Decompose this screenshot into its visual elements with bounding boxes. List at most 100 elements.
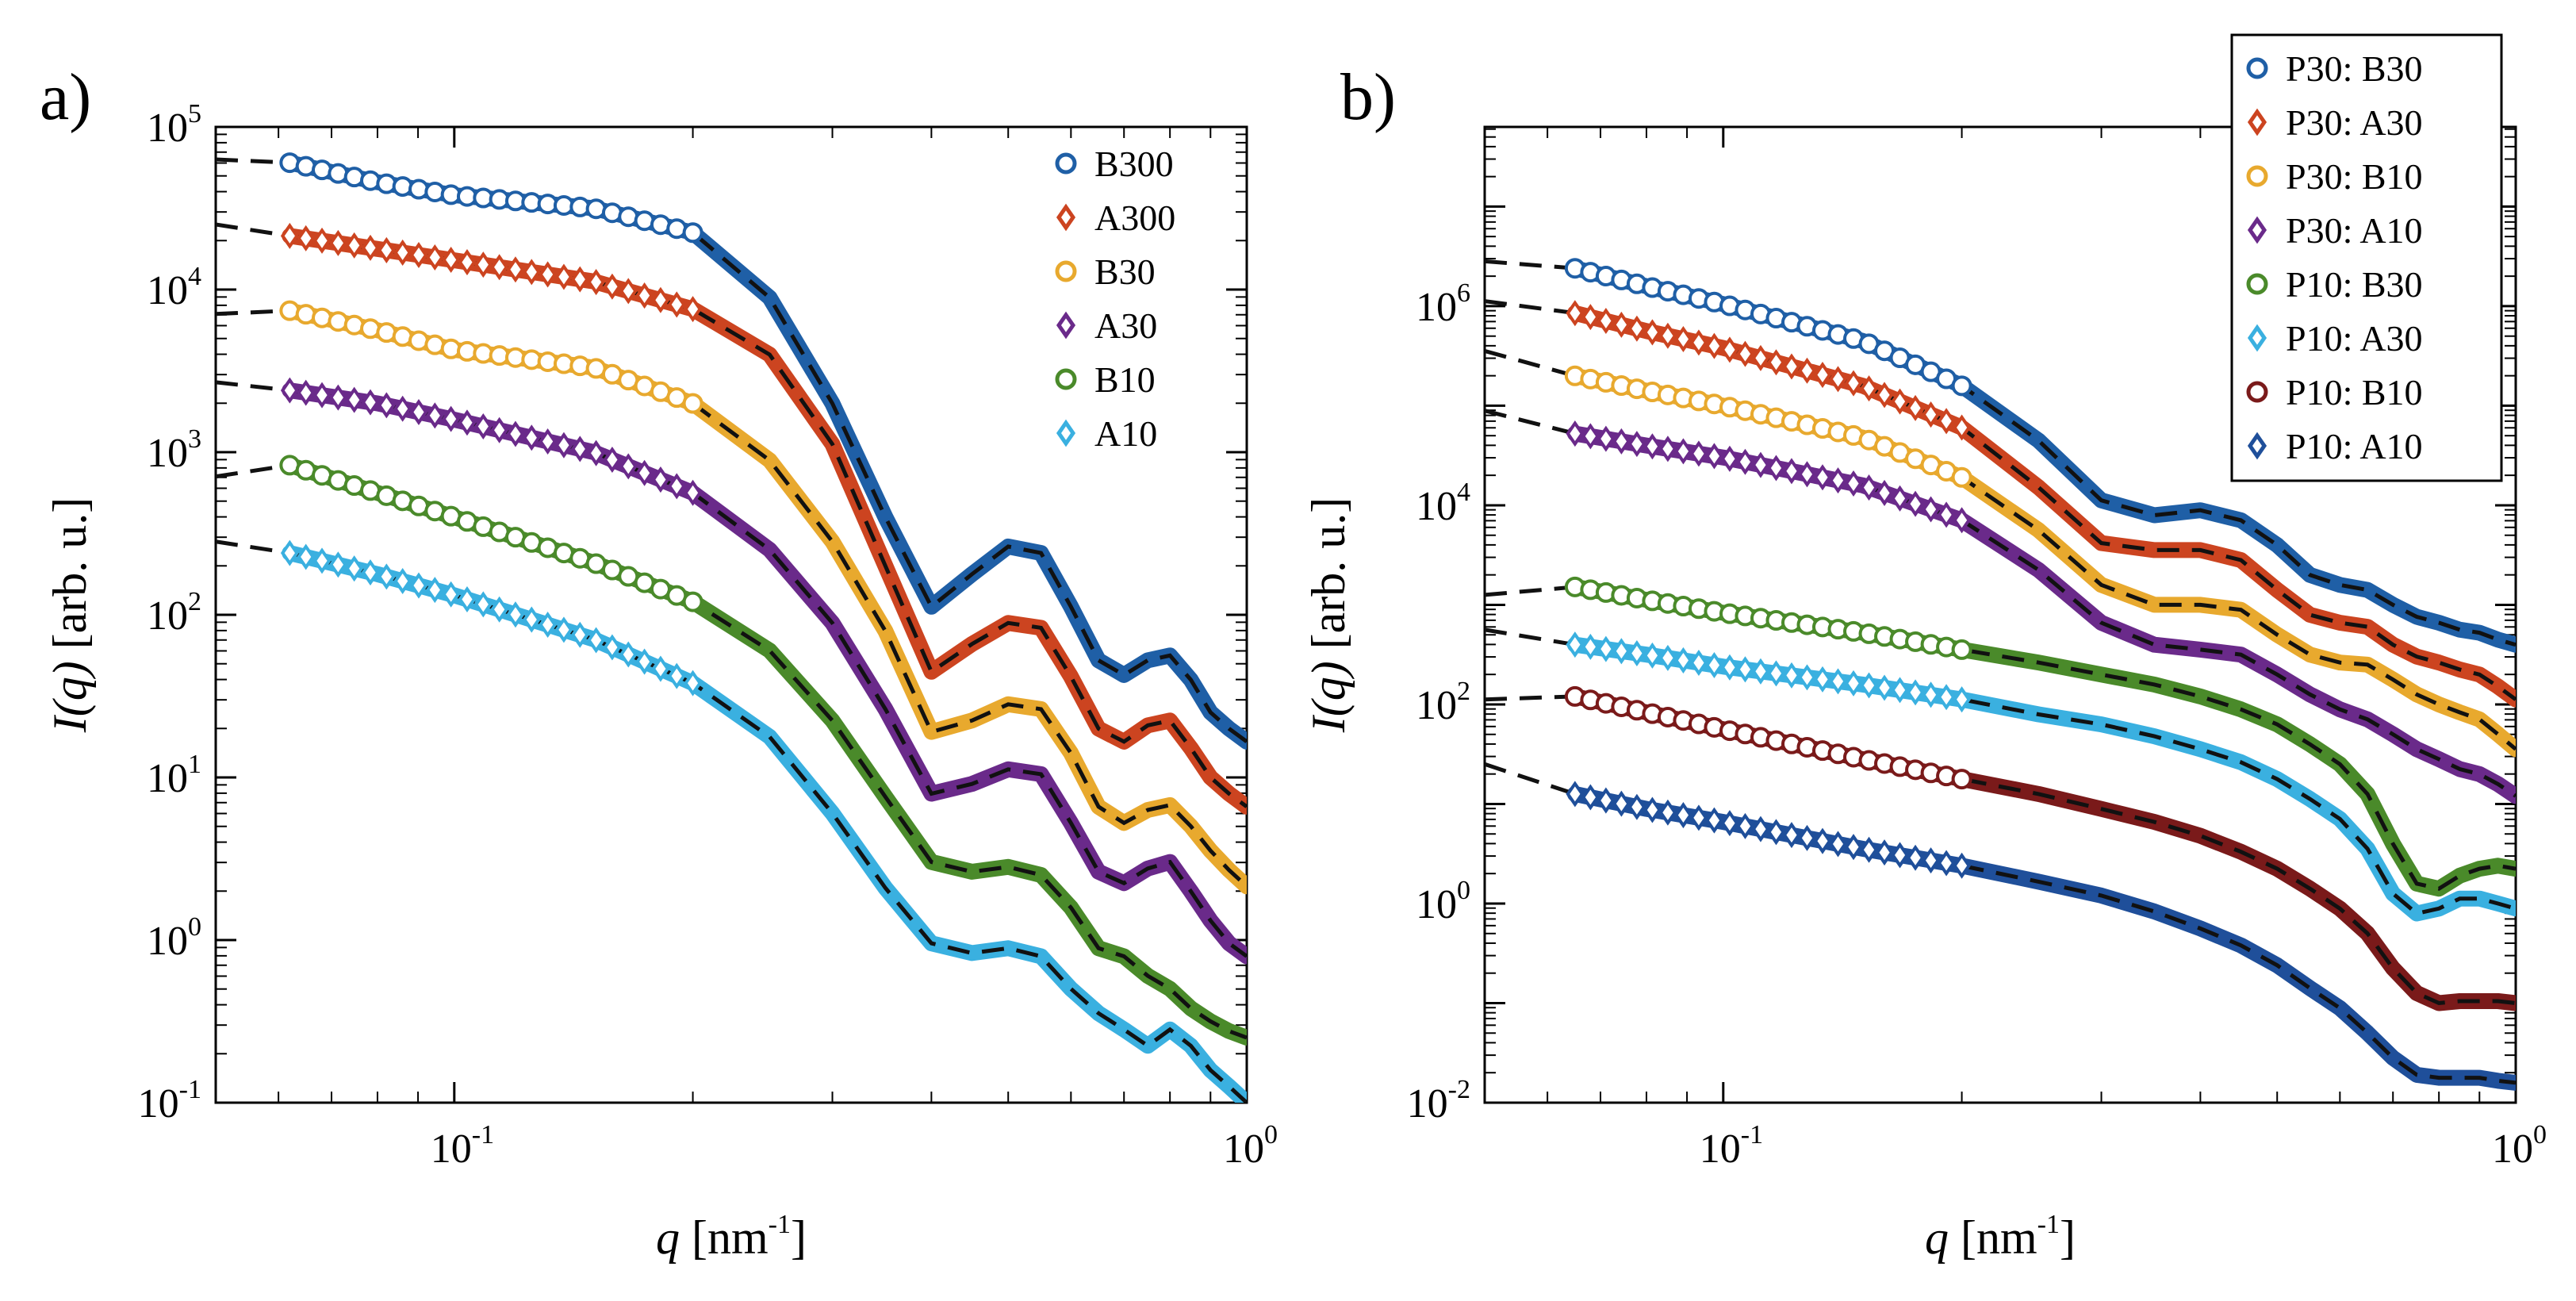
fit-curve: [1485, 585, 2516, 891]
data-point: [1829, 467, 1847, 494]
data-point: [345, 232, 364, 259]
series-b10: [216, 455, 1247, 1046]
data-point: [1767, 349, 1785, 376]
series-p30-a30: [1485, 299, 2516, 708]
data-point: [295, 304, 316, 325]
data-point: [1751, 344, 1770, 371]
data-point: [442, 246, 461, 273]
data-point: [1891, 842, 1909, 869]
data-point: [1798, 824, 1816, 851]
data-point: [1813, 666, 1832, 693]
y-tick-label: 10-1: [138, 1075, 201, 1126]
legend-marker: [2246, 165, 2268, 187]
data-point: [425, 577, 444, 604]
data-point: [682, 393, 703, 414]
data-point: [603, 634, 622, 661]
data-point: [603, 447, 622, 474]
data-point: [425, 402, 444, 429]
data-point: [1705, 332, 1723, 359]
legend-marker: [2246, 381, 2268, 403]
data-point: [473, 413, 493, 440]
data-point: [1705, 443, 1723, 470]
data-point: [279, 152, 301, 174]
data-point: [1643, 642, 1662, 669]
data-point: [1953, 686, 1972, 713]
data-point: [1829, 831, 1847, 858]
data-point: [361, 389, 380, 416]
data-point: [1891, 388, 1909, 415]
data-point: [587, 627, 606, 654]
data-point: [1813, 362, 1832, 389]
series-p10-b30: [1485, 576, 2516, 897]
data-point: [297, 379, 316, 406]
data-point: [1782, 353, 1801, 380]
data-point: [359, 170, 381, 191]
legend-item: B30: [1055, 251, 1156, 292]
data-point: [409, 399, 428, 426]
legend-marker: [2247, 108, 2267, 136]
x-tick-label: 10-1: [1700, 1120, 1763, 1172]
data-point: [570, 621, 589, 648]
legend-label: P30: A10: [2286, 210, 2423, 251]
data-point: [1736, 812, 1754, 839]
fit-curve: [216, 222, 1247, 808]
y-tick-label: 10-2: [1407, 1075, 1470, 1126]
y-tick-label: 106: [1416, 278, 1470, 330]
data-point: [312, 382, 332, 409]
data-point: [1798, 461, 1816, 488]
data-point: [603, 273, 622, 300]
data-point: [1673, 438, 1692, 465]
data-point: [343, 314, 365, 336]
data-point: [442, 405, 461, 432]
data-point: [1860, 375, 1878, 402]
data-point: [1581, 784, 1600, 811]
data-point: [554, 432, 573, 459]
legend-label: A300: [1094, 198, 1175, 238]
legend-label: A30: [1094, 305, 1157, 346]
legend-marker: [1056, 311, 1076, 340]
fit-curve: [216, 309, 1247, 888]
data-point: [1798, 664, 1816, 691]
data-point: [1782, 822, 1801, 849]
data-point: [570, 436, 589, 462]
legend-label: P10: B30: [2286, 264, 2423, 305]
legend-marker: [1055, 260, 1077, 282]
data-point: [506, 601, 525, 628]
data-point: [1953, 414, 1972, 441]
data-point: [377, 392, 396, 419]
data-point: [1566, 631, 1585, 658]
data-band: [282, 545, 1247, 1103]
data-point: [1922, 681, 1940, 708]
legend-label: P10: A10: [2286, 426, 2423, 466]
legend-label: B300: [1094, 144, 1174, 184]
legend-item: P30: B30: [2246, 48, 2423, 89]
data-point: [667, 473, 686, 500]
data-point: [635, 648, 654, 675]
data-point: [1875, 674, 1894, 701]
data-point: [1782, 662, 1801, 689]
data-point: [1612, 311, 1631, 338]
series-a300: [216, 222, 1247, 815]
data-point: [297, 543, 316, 570]
legend-item: A300: [1056, 198, 1175, 238]
data-point: [1673, 326, 1692, 353]
legend-item: P10: B10: [2246, 372, 2423, 413]
data-point: [1751, 816, 1770, 842]
data-point: [1720, 654, 1739, 681]
data-point: [1906, 394, 1925, 421]
panel-label: a): [40, 60, 91, 134]
data-point: [1937, 501, 1956, 528]
data-point: [1906, 844, 1925, 871]
data-point: [424, 181, 446, 202]
data-point: [328, 551, 347, 578]
data-point: [569, 355, 591, 377]
data-point: [1720, 445, 1739, 472]
data-point: [1751, 658, 1770, 685]
data-point: [280, 377, 299, 404]
legend-label: P30: B30: [2286, 48, 2423, 89]
data-point: [682, 591, 703, 612]
data-point: [1643, 433, 1662, 460]
data-point: [1658, 322, 1677, 349]
series-p30-b10: [1485, 348, 2516, 758]
data-point: [473, 251, 493, 278]
